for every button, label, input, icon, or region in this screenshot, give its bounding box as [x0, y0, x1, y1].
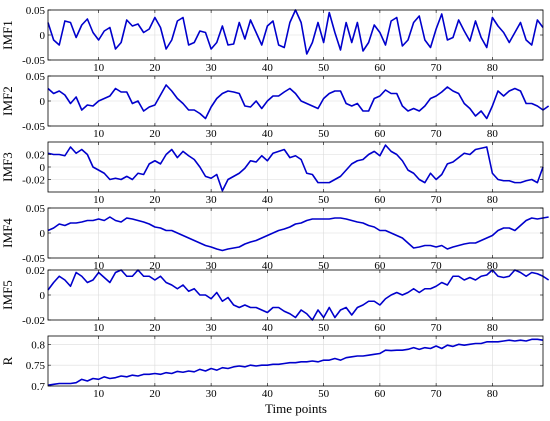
x-tick-label: 50: [318, 260, 330, 272]
y-tick-label: -0.05: [22, 121, 45, 133]
y-tick-label: 0: [40, 30, 46, 42]
x-tick-label: 40: [262, 194, 274, 206]
x-tick-label: 70: [431, 62, 443, 74]
x-tick-label: 60: [374, 388, 386, 400]
series-line-imf2: [47, 84, 550, 120]
x-tick-label: 60: [374, 194, 386, 206]
x-tick-label: 20: [149, 260, 161, 272]
x-tick-label: 80: [487, 388, 499, 400]
panel-r: 0.7 0.75 0.8 10 20 30 40 50 60 70 80 R: [0, 335, 544, 400]
x-tick-label: 60: [374, 128, 386, 140]
y-tick-label: 0: [40, 290, 46, 302]
y-tick-label: 0.02: [26, 265, 45, 277]
y-tick-label: 0.02: [26, 150, 45, 162]
x-tick-label: 80: [487, 194, 499, 206]
y-tick-label: 0.75: [26, 360, 46, 372]
x-tick-label: 50: [318, 62, 330, 74]
x-tick-label: 50: [318, 128, 330, 140]
x-tick-label: 40: [262, 322, 274, 334]
y-tick-label: 0.05: [26, 203, 46, 215]
y-axis-label-imf3: IMF3: [0, 152, 15, 182]
x-tick-label: 40: [262, 62, 274, 74]
x-tick-label: 70: [431, 388, 443, 400]
panel-imf5: -0.02 0 0.02 10 20 30 40 50 60 70 80 IMF5: [0, 265, 550, 334]
y-axis-label-r: R: [0, 356, 15, 365]
x-tick-label: 20: [149, 128, 161, 140]
x-tick-label: 20: [149, 388, 161, 400]
x-tick-label: 10: [93, 62, 105, 74]
series-line-r: [47, 338, 544, 386]
x-tick-label: 40: [262, 388, 274, 400]
x-tick-label: 10: [93, 260, 105, 272]
panel-imf4: -0.05 0 0.05 10 20 30 40 50 60 70 80 IMF4: [0, 203, 549, 272]
x-tick-label: 10: [93, 388, 105, 400]
x-tick-label: 40: [262, 260, 274, 272]
y-tick-label: -0.02: [22, 175, 45, 187]
series-line-imf5: [47, 269, 550, 321]
series-line-imf1: [47, 9, 544, 55]
y-tick-label: 0.8: [31, 339, 45, 351]
y-axis-label-imf2: IMF2: [0, 86, 15, 116]
x-tick-label: 20: [149, 62, 161, 74]
x-axis-label: Time points: [265, 401, 327, 416]
panel-imf2: -0.05 0 0.05 10 20 30 40 50 60 70 80 IMF2: [0, 71, 550, 140]
series-line-imf3: [47, 144, 544, 192]
x-tick-label: 50: [318, 194, 330, 206]
x-tick-label: 50: [318, 322, 330, 334]
x-tick-label: 30: [206, 194, 218, 206]
series-line-imf4: [47, 216, 549, 252]
x-tick-label: 60: [374, 62, 386, 74]
y-tick-label: 0: [40, 162, 46, 174]
y-tick-label: -0.02: [22, 315, 45, 327]
x-tick-label: 80: [487, 260, 499, 272]
x-tick-label: 60: [374, 260, 386, 272]
x-tick-label: 70: [431, 260, 443, 272]
x-tick-label: 30: [206, 128, 218, 140]
x-tick-label: 20: [149, 194, 161, 206]
y-tick-label: 0: [40, 228, 46, 240]
y-tick-label: 0: [40, 96, 46, 108]
x-tick-label: 60: [374, 322, 386, 334]
x-tick-label: 10: [93, 194, 105, 206]
x-tick-label: 10: [93, 128, 105, 140]
x-tick-label: 70: [431, 322, 443, 334]
x-tick-label: 10: [93, 322, 105, 334]
y-axis-label-imf5: IMF5: [0, 280, 15, 310]
x-tick-label: 30: [206, 260, 218, 272]
y-tick-label: 0.05: [26, 5, 46, 17]
y-axis-label-imf1: IMF1: [0, 20, 15, 50]
x-tick-label: 30: [206, 322, 218, 334]
x-tick-label: 30: [206, 62, 218, 74]
x-tick-label: 80: [487, 322, 499, 334]
y-tick-label: -0.05: [22, 253, 45, 265]
x-tick-label: 50: [318, 388, 330, 400]
y-axis-label-imf4: IMF4: [0, 218, 15, 248]
x-tick-label: 80: [487, 62, 499, 74]
x-tick-label: 20: [149, 322, 161, 334]
panel-imf1: -0.05 0 0.05 10 20 30 40 50 60 70 80 IMF1: [0, 5, 544, 74]
x-tick-label: 30: [206, 388, 218, 400]
panels-container: -0.05 0 0.05 10 20 30 40 50 60 70 80 IMF1 -0.05 0 0.05…: [0, 5, 550, 400]
x-tick-label: 70: [431, 194, 443, 206]
x-tick-label: 40: [262, 128, 274, 140]
axes-frame: [47, 335, 544, 387]
y-tick-label: -0.05: [22, 55, 45, 67]
y-tick-label: 0.05: [26, 71, 46, 83]
x-tick-label: 70: [431, 128, 443, 140]
x-tick-label: 80: [487, 128, 499, 140]
y-tick-label: 0.7: [31, 381, 45, 393]
